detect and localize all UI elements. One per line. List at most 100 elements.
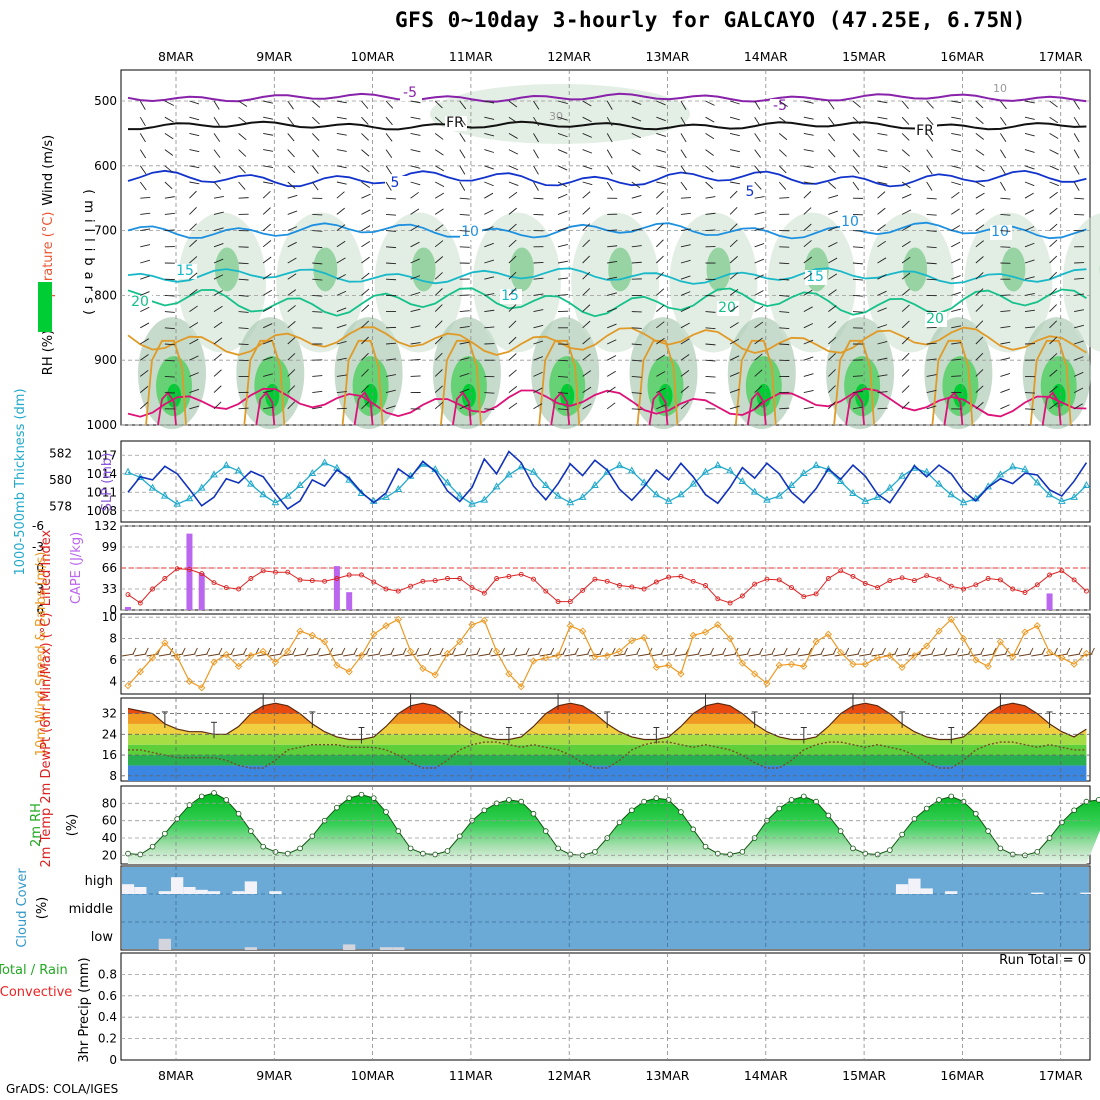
lifted-index-marker xyxy=(186,566,192,572)
wind-barb xyxy=(778,100,788,107)
rh-marker xyxy=(555,845,561,852)
wind-barb xyxy=(508,320,517,329)
wind-barb xyxy=(705,212,716,215)
cloud-high-bar xyxy=(244,881,258,894)
wind-barb xyxy=(754,165,762,174)
wind-barb xyxy=(975,181,985,188)
li-ytick: -6 xyxy=(32,519,44,533)
wind-barb xyxy=(508,133,518,139)
surface-wind-barb xyxy=(982,653,995,657)
wind-barb xyxy=(557,132,568,138)
wind-barb xyxy=(606,133,613,143)
wind-barb xyxy=(484,165,494,170)
wind-barb xyxy=(311,165,319,174)
wind-barb xyxy=(975,116,984,125)
contour-label: 10 xyxy=(461,224,479,240)
lifted-index-marker xyxy=(371,579,377,585)
temp-ylabel: 2m Temp 2m DewPt (6hr Min/Max) (°C) xyxy=(39,613,54,868)
lifted-index-marker xyxy=(543,588,549,594)
wind-barb xyxy=(951,241,961,248)
wind-barb xyxy=(828,194,839,199)
rh-marker xyxy=(776,805,783,812)
wind-barb xyxy=(361,256,370,264)
lifted-index-marker xyxy=(383,586,389,592)
surface-warm-contour xyxy=(648,391,669,426)
wind-barb xyxy=(901,288,911,296)
cloud-low-bar xyxy=(343,944,356,950)
wind-barb xyxy=(754,243,765,248)
wind-barb xyxy=(361,272,370,280)
panel-frame-cloud xyxy=(120,865,1091,951)
wind-barb xyxy=(803,356,814,361)
cloud-high-bar xyxy=(945,891,958,894)
wind-barb xyxy=(1074,213,1085,216)
wind-barb xyxy=(533,116,540,126)
lifted-index-marker xyxy=(162,576,168,581)
wind-barb xyxy=(164,375,175,378)
wind-barb xyxy=(410,275,421,280)
wind-barb xyxy=(582,132,592,138)
surface-wind-barb xyxy=(969,653,982,657)
wind-barb xyxy=(434,133,444,140)
wind-barb xyxy=(312,375,323,377)
date-label-bottom: 14MAR xyxy=(744,1068,788,1083)
wind-barb xyxy=(139,116,146,127)
lifted-index-marker xyxy=(223,585,229,591)
wind-barb xyxy=(557,193,568,199)
thickness-marker xyxy=(1008,462,1017,470)
isotherm-line xyxy=(127,169,1087,188)
surface-wind-barb xyxy=(896,653,909,657)
lifted-index-marker xyxy=(727,600,733,606)
wind-speed-marker xyxy=(701,628,710,636)
wind-barb xyxy=(410,181,421,186)
wind-barb xyxy=(508,100,518,108)
wind-barb xyxy=(926,213,937,216)
rh-marker xyxy=(628,807,635,814)
thickness-marker xyxy=(505,470,513,478)
wind-barb xyxy=(238,133,247,141)
wind-barb xyxy=(705,196,716,199)
wind-barb xyxy=(778,165,787,174)
surface-wind-barb xyxy=(957,653,970,657)
wind-barb xyxy=(926,342,937,345)
contour-label: -5 xyxy=(403,85,417,101)
surface-wind-barb xyxy=(638,653,651,657)
wind-speed-marker xyxy=(480,616,488,625)
wind-barb xyxy=(189,388,200,394)
wind-barb xyxy=(558,294,569,296)
wind-barb xyxy=(213,133,221,142)
wind-barb xyxy=(189,223,197,231)
surface-wind-barb-flag xyxy=(587,647,592,655)
wind-speed-marker xyxy=(972,656,980,664)
cape-bar xyxy=(1046,593,1053,610)
wind-barb xyxy=(140,385,149,393)
thickness-marker xyxy=(161,491,169,499)
precip-ylabel-total: Total / Rain xyxy=(0,963,68,978)
wind-barb xyxy=(139,165,147,175)
wind-barb xyxy=(975,401,984,410)
wind-barb xyxy=(730,165,740,169)
surface-wind-barb xyxy=(920,653,933,657)
thickness-marker xyxy=(468,499,476,507)
lifted-index-line xyxy=(127,568,1087,604)
thickness-marker xyxy=(750,487,759,495)
surface-warm-contour xyxy=(255,391,276,426)
wind-barb xyxy=(729,272,739,280)
surface-warm-contour xyxy=(746,391,767,426)
surface-wind-barb-flag xyxy=(1091,647,1095,655)
lifted-index-marker xyxy=(469,585,475,591)
isotherm-line xyxy=(127,387,1087,418)
wind-barb xyxy=(901,256,911,264)
contour-label: 10 xyxy=(991,224,1009,240)
wind-barb xyxy=(263,116,274,120)
wind-barb xyxy=(951,208,960,215)
wind-barb xyxy=(1000,165,1006,175)
cape-ytick: 33 xyxy=(102,582,117,596)
contour-label: -5 xyxy=(773,98,787,114)
wind-barb xyxy=(336,165,347,169)
rh-marker xyxy=(923,805,930,812)
wind-barb xyxy=(1073,133,1080,143)
slp-ytick: 1008 xyxy=(86,504,117,518)
lifted-index-marker xyxy=(567,599,573,605)
upper-ylabel-part: RH (%) xyxy=(41,330,56,375)
